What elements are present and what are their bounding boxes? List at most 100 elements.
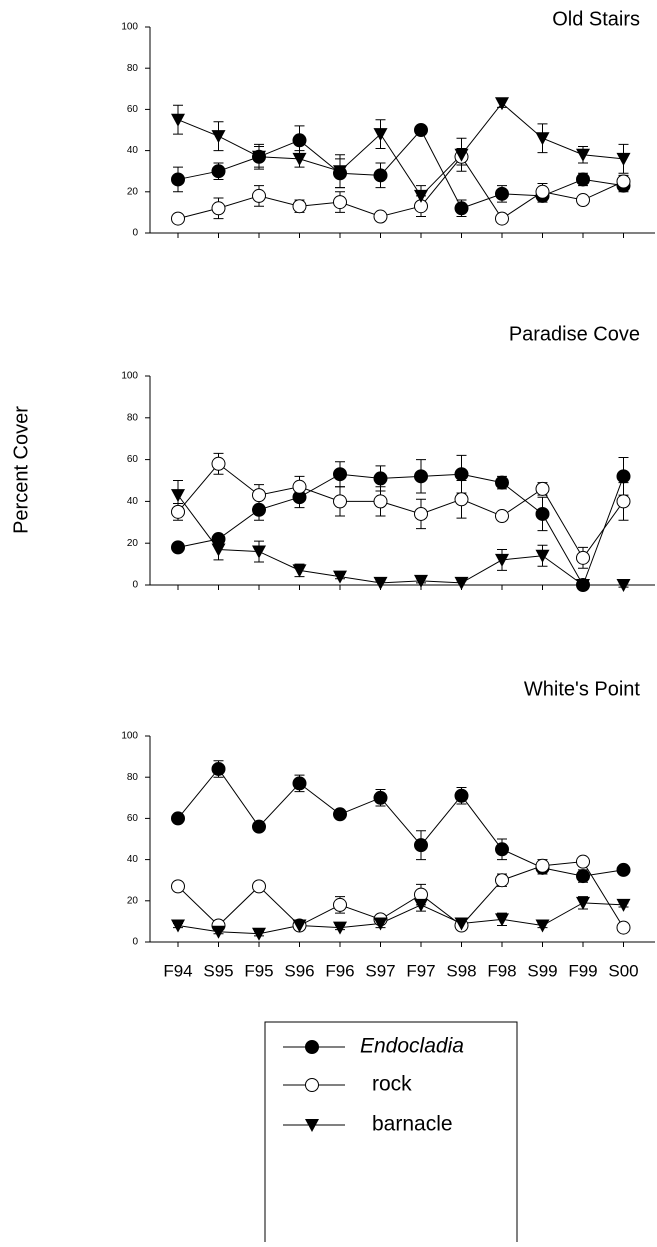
data-point: [454, 917, 469, 931]
data-point: [495, 211, 509, 226]
data-point: [333, 897, 347, 912]
data-point: [616, 152, 631, 166]
data-point: [576, 896, 590, 910]
data-point: [414, 123, 428, 137]
y-tick-label: 60: [127, 813, 139, 824]
data-point: [373, 494, 388, 509]
data-point: [495, 186, 509, 201]
data-point: [576, 193, 590, 208]
data-point: [333, 807, 347, 822]
y-tick-label: 60: [127, 104, 139, 115]
chart-title: Old Stairs: [552, 8, 640, 30]
data-point: [576, 148, 590, 162]
chart-title: Paradise Cove: [509, 323, 640, 345]
data-point: [616, 174, 631, 189]
y-tick-label: 40: [127, 496, 139, 507]
x-tick-label: F95: [244, 961, 273, 980]
series-line: [177, 473, 624, 587]
data-point: [292, 919, 307, 933]
series-line: [177, 494, 624, 586]
data-point: [171, 489, 185, 503]
legend-marker: [305, 1040, 319, 1054]
y-tick-label: 80: [127, 63, 139, 74]
data-point: [495, 842, 509, 857]
data-point: [373, 790, 388, 805]
data-point: [495, 913, 509, 927]
data-point: [333, 467, 347, 482]
series-line: [177, 102, 624, 197]
data-point: [211, 456, 226, 471]
data-point: [373, 209, 388, 224]
data-point: [252, 188, 266, 203]
data-point: [576, 854, 590, 869]
data-point: [171, 113, 185, 127]
data-point: [333, 570, 347, 584]
data-point: [171, 504, 185, 519]
y-tick-label: 100: [121, 731, 138, 742]
data-point: [211, 761, 226, 776]
series-line: [177, 463, 624, 559]
legend-label: rock: [372, 1073, 412, 1096]
data-point: [414, 189, 428, 203]
legend-marker: [305, 1119, 319, 1132]
legend-marker: [305, 1078, 319, 1092]
data-point: [454, 492, 469, 507]
x-tick-label: S96: [284, 961, 314, 980]
x-tick-label: F94: [163, 961, 192, 980]
y-tick-label: 100: [121, 371, 138, 382]
legend-label: Endocladia: [360, 1035, 464, 1058]
data-point: [211, 543, 226, 557]
data-point: [373, 917, 388, 931]
y-tick-label: 80: [127, 412, 139, 423]
data-point: [495, 873, 509, 888]
y-tick-label: 80: [127, 772, 139, 783]
x-tick-label: F99: [568, 961, 597, 980]
legend-label: barnacle: [372, 1113, 453, 1136]
data-point: [252, 879, 266, 894]
y-tick-label: 20: [127, 895, 139, 906]
data-point: [616, 862, 631, 877]
data-point: [535, 919, 550, 933]
data-point: [292, 776, 307, 791]
data-point: [211, 201, 226, 216]
x-tick-label: F98: [487, 961, 516, 980]
data-point: [373, 471, 388, 486]
data-point: [252, 502, 266, 517]
data-point: [333, 494, 347, 509]
data-point: [373, 168, 388, 183]
y-tick-label: 20: [127, 186, 139, 197]
data-point: [373, 576, 388, 590]
data-point: [252, 545, 266, 559]
series-line: [177, 902, 624, 935]
x-tick-label: S95: [203, 961, 233, 980]
series-line: [177, 768, 624, 877]
y-tick-label: 20: [127, 538, 139, 549]
data-point: [616, 920, 631, 935]
x-tick-label: S98: [446, 961, 476, 980]
x-tick-label: F96: [325, 961, 354, 980]
data-point: [576, 579, 590, 592]
data-point: [211, 925, 226, 939]
data-point: [535, 858, 550, 873]
data-point: [373, 128, 388, 142]
data-point: [252, 150, 266, 164]
data-point: [292, 152, 307, 166]
data-point: [576, 869, 590, 884]
data-point: [535, 549, 550, 563]
series-line: [177, 129, 624, 209]
data-point: [495, 553, 509, 567]
y-tick-label: 60: [127, 454, 139, 465]
data-point: [616, 898, 631, 912]
series-line: [177, 155, 624, 220]
y-tick-label: 40: [127, 145, 139, 156]
data-point: [454, 148, 469, 162]
data-point: [171, 811, 185, 826]
data-point: [616, 494, 631, 509]
legend-box: [264, 1021, 518, 1247]
data-point: [333, 165, 347, 179]
data-point: [252, 927, 266, 941]
data-point: [292, 133, 307, 148]
data-point: [414, 469, 428, 484]
data-point: [495, 475, 509, 490]
